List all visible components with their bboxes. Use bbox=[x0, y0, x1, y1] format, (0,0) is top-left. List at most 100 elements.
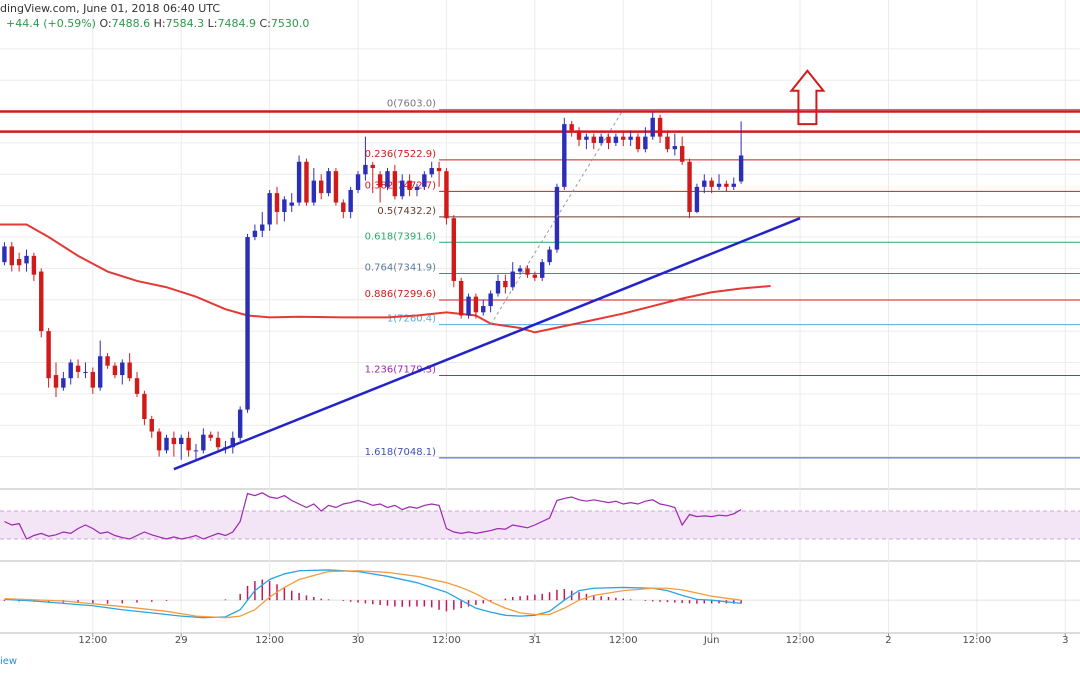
candle-body bbox=[385, 171, 390, 187]
ohlc-low-label: L: bbox=[208, 17, 218, 30]
candle bbox=[716, 174, 722, 190]
candle bbox=[540, 259, 545, 281]
rsi-band bbox=[0, 511, 1080, 539]
fib-level-label: 0.5(7432.2) bbox=[377, 206, 436, 217]
candle bbox=[650, 111, 655, 140]
candle bbox=[296, 155, 302, 206]
candle-body bbox=[569, 124, 574, 131]
candle-body bbox=[694, 186, 700, 212]
x-tick-label: 2 bbox=[885, 635, 891, 646]
candle-body bbox=[466, 296, 471, 316]
candle-body bbox=[702, 180, 707, 187]
candle-body bbox=[333, 171, 339, 203]
x-tick-label: 30 bbox=[352, 635, 365, 646]
candle-body bbox=[738, 155, 744, 182]
candle-body bbox=[562, 124, 567, 187]
time-axis: 12:00 29 12:00 30 12:00 31 12:00 Jun 12:00 2 12:00… bbox=[78, 633, 1068, 646]
candle-body bbox=[245, 237, 250, 410]
candle bbox=[326, 168, 331, 197]
candle-body bbox=[326, 171, 331, 194]
candle-body bbox=[657, 117, 663, 137]
candle-body bbox=[112, 365, 118, 376]
candle-body bbox=[540, 262, 545, 278]
candle bbox=[451, 215, 457, 288]
fib-level-label: 0.236(7522.9) bbox=[365, 149, 437, 160]
candle-body bbox=[134, 378, 140, 394]
breakout-arrow-icon bbox=[789, 69, 826, 126]
candle bbox=[488, 290, 493, 313]
candle bbox=[31, 252, 37, 281]
candle bbox=[377, 171, 383, 203]
candle bbox=[635, 133, 641, 153]
candle bbox=[267, 189, 272, 231]
candle bbox=[495, 274, 501, 297]
candle-body bbox=[252, 230, 258, 238]
rsi-pane bbox=[0, 492, 1080, 540]
candle-body bbox=[687, 161, 692, 212]
x-tick-label: 31 bbox=[528, 635, 541, 646]
candle-body bbox=[532, 274, 538, 278]
candle-body bbox=[24, 255, 29, 264]
candle bbox=[90, 367, 96, 394]
candle bbox=[311, 168, 317, 206]
candle-body bbox=[665, 136, 670, 150]
candle bbox=[186, 431, 191, 457]
candle bbox=[341, 199, 346, 219]
ohlc-close-label: C: bbox=[259, 17, 270, 30]
candle bbox=[16, 252, 22, 272]
candle-body bbox=[149, 418, 154, 432]
candle bbox=[289, 193, 294, 212]
x-tick-label: 12:00 bbox=[432, 635, 461, 646]
candle-body bbox=[591, 136, 596, 143]
candle-body bbox=[598, 136, 604, 143]
candle-body bbox=[525, 268, 530, 275]
support-trendline bbox=[173, 217, 801, 471]
candle-body bbox=[679, 146, 685, 162]
candle-body bbox=[488, 293, 493, 307]
candle bbox=[481, 299, 486, 316]
candle-body bbox=[576, 130, 582, 140]
candle bbox=[731, 177, 736, 190]
candle bbox=[510, 262, 515, 291]
macd-pane bbox=[0, 569, 1080, 619]
candle bbox=[237, 406, 243, 441]
candle-body bbox=[363, 164, 368, 175]
candle-body bbox=[296, 161, 302, 203]
candle bbox=[208, 431, 213, 441]
candle-body bbox=[90, 371, 96, 388]
candle-body bbox=[186, 437, 191, 451]
candle-body bbox=[547, 249, 552, 263]
candle bbox=[105, 353, 110, 369]
ohlc-readout: +44.4 (+0.59%) O:7488.6 H:7584.3 L:7484.… bbox=[6, 17, 309, 30]
candle bbox=[75, 359, 81, 379]
candle-body bbox=[643, 136, 648, 150]
candle bbox=[672, 133, 678, 156]
candle-body bbox=[39, 271, 44, 332]
chart-source-title: dingView.com, June 01, 2018 06:40 UTC bbox=[0, 2, 220, 15]
candle-body bbox=[171, 437, 177, 445]
x-tick-label: 12:00 bbox=[255, 635, 284, 646]
candle-body bbox=[510, 271, 515, 288]
candle-body bbox=[274, 193, 280, 212]
candle bbox=[709, 177, 714, 194]
candle bbox=[171, 431, 177, 457]
candle-body bbox=[628, 136, 633, 140]
candle-body bbox=[606, 136, 611, 143]
price-pane: 0(7603.0)0.236(7522.9)0.382(7472.7)0.5(7… bbox=[0, 69, 1080, 471]
candle-body bbox=[613, 136, 619, 143]
candle-body bbox=[237, 409, 243, 438]
candle bbox=[613, 133, 619, 147]
candle bbox=[598, 133, 604, 147]
candle-body bbox=[230, 437, 236, 448]
candle bbox=[370, 161, 375, 194]
candle-body bbox=[304, 161, 309, 203]
candle bbox=[576, 127, 582, 147]
x-tick-label: 12:00 bbox=[786, 635, 815, 646]
candle bbox=[628, 130, 633, 147]
candle-body bbox=[46, 331, 51, 379]
candle-body bbox=[407, 180, 412, 190]
candle-body bbox=[156, 431, 162, 451]
candle-body bbox=[422, 174, 427, 187]
candle bbox=[414, 183, 420, 197]
